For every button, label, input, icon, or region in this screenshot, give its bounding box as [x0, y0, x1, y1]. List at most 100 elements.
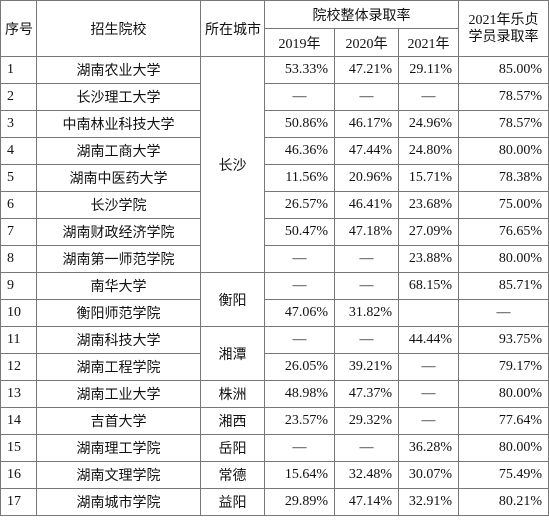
index-cell: 4: [0, 137, 37, 165]
rate-cell: 47.06%: [264, 299, 335, 327]
rate-cell: 29.11%: [397, 56, 460, 84]
table-header: 序号 招生院校 所在城市 院校整体录取率 2021年乐贞学员录取率 2019年 …: [0, 0, 549, 57]
table-row: 5 湖南中医药大学 11.56% 20.96% 15.71% 78.38%: [0, 164, 549, 192]
index-cell: 17: [0, 488, 37, 516]
school-cell: 南华大学: [36, 272, 201, 300]
header-cell: 2020年: [334, 28, 399, 57]
rate-cell: —: [334, 83, 399, 111]
header-cell: 院校整体录取率: [263, 0, 460, 29]
rate-cell: 80.00%: [458, 434, 549, 462]
rate-cell: 27.09%: [397, 218, 460, 246]
index-cell: 3: [0, 110, 37, 138]
school-cell: 长沙理工大学: [36, 83, 201, 111]
rate-cell: —: [397, 380, 460, 408]
rate-cell: 80.00%: [458, 245, 549, 273]
index-cell: 1: [0, 56, 37, 84]
header-cell: 所在城市: [200, 0, 265, 57]
table-row: 14 吉首大学 湘西 23.57% 29.32% —77.64%: [0, 407, 549, 435]
table-row: 10 衡阳师范学院 47.06% 31.82% —: [0, 299, 549, 327]
school-cell: 湖南工商大学: [36, 137, 201, 165]
school-cell: 湖南理工学院: [36, 434, 201, 462]
rate-cell: 46.36%: [264, 137, 335, 165]
rate-cell: —: [334, 245, 399, 273]
city-cell: 衡阳: [200, 272, 265, 327]
rate-cell: 93.75%: [458, 326, 549, 354]
rate-cell: 78.57%: [458, 83, 549, 111]
table-row: 12 湖南工程学院 26.05% 39.21% —79.17%: [0, 353, 549, 381]
rate-cell: 15.64%: [264, 461, 335, 489]
index-cell: 9: [0, 272, 37, 300]
rate-cell: —: [334, 272, 399, 300]
header-cell: 2021年: [397, 28, 460, 57]
rate-cell: 53.33%: [264, 56, 335, 84]
table-row: 16 湖南文理学院 常德 15.64% 32.48% 30.07% 75.49%: [0, 461, 549, 489]
rate-cell: —: [397, 407, 460, 435]
table-body: 1 湖南农业大学 长沙 53.33% 47.21% 29.11% 85.00% 2 长沙理工大学…: [0, 56, 549, 516]
rate-cell: 36.28%: [397, 434, 460, 462]
index-cell: 8: [0, 245, 37, 273]
rate-cell: 47.18%: [334, 218, 399, 246]
table-row: 15 湖南理工学院 岳阳 — —36.28% 80.00%: [0, 434, 549, 462]
rate-cell: 50.86%: [264, 110, 335, 138]
school-cell: 湖南工程学院: [36, 353, 201, 381]
table-row: 11 湖南科技大学 湘潭 — —44.44% 93.75%: [0, 326, 549, 381]
rate-cell: —: [334, 326, 399, 354]
city-cell: 益阳: [200, 488, 265, 516]
rate-cell: 29.32%: [334, 407, 399, 435]
school-cell: 湖南中医药大学: [36, 164, 201, 192]
rate-cell: 47.44%: [334, 137, 399, 165]
table-row: 17 湖南城市学院 益阳 29.89% 47.14% 32.91% 80.21%: [0, 488, 549, 516]
school-cell: 湖南科技大学: [36, 326, 201, 354]
rate-cell: 50.47%: [264, 218, 335, 246]
index-cell: 5: [0, 164, 37, 192]
rate-cell: —: [458, 299, 549, 327]
rate-cell: 44.44%: [397, 326, 460, 354]
school-cell: 长沙学院: [36, 191, 201, 219]
table-row: 2 长沙理工大学 — — —78.57%: [0, 83, 549, 111]
rate-cell: —: [264, 272, 335, 300]
school-cell: 湖南工业大学: [36, 380, 201, 408]
rate-cell: 20.96%: [334, 164, 399, 192]
table-row: 13 湖南工业大学 株洲 48.98% 47.37% —80.00%: [0, 380, 549, 408]
rate-cell: 39.21%: [334, 353, 399, 381]
rate-cell: 75.49%: [458, 461, 549, 489]
index-cell: 10: [0, 299, 37, 327]
table-row: 9 南华大学 衡阳 — —68.15% 85.71%: [0, 272, 549, 327]
rate-cell: 78.57%: [458, 110, 549, 138]
header-cell: 2021年乐贞学员录取率: [458, 0, 549, 57]
rate-cell: 85.00%: [458, 56, 549, 84]
city-cell: 湘潭: [200, 326, 265, 381]
rate-cell: 75.00%: [458, 191, 549, 219]
index-cell: 7: [0, 218, 37, 246]
rate-cell: 46.41%: [334, 191, 399, 219]
school-cell: 吉首大学: [36, 407, 201, 435]
rate-cell: 76.65%: [458, 218, 549, 246]
city-cell: 常德: [200, 461, 265, 489]
rate-cell: 47.37%: [334, 380, 399, 408]
rate-cell: —: [264, 245, 335, 273]
rate-cell: 23.68%: [397, 191, 460, 219]
header-cell: 序号: [0, 0, 37, 57]
rate-cell: 68.15%: [397, 272, 460, 300]
index-cell: 15: [0, 434, 37, 462]
rate-cell: 80.00%: [458, 137, 549, 165]
table-row: 7 湖南财政经济学院 50.47% 47.18% 27.09% 76.65%: [0, 218, 549, 246]
rate-cell: —: [397, 353, 460, 381]
index-cell: 11: [0, 326, 37, 354]
rate-cell: —: [264, 326, 335, 354]
school-cell: 湖南城市学院: [36, 488, 201, 516]
rate-cell: —: [334, 434, 399, 462]
index-cell: 2: [0, 83, 37, 111]
rate-cell: 26.05%: [264, 353, 335, 381]
rate-cell: 23.57%: [264, 407, 335, 435]
rate-cell: 80.21%: [458, 488, 549, 516]
rate-cell: 11.56%: [264, 164, 335, 192]
table-row: 8 湖南第一师范学院 — —23.88% 80.00%: [0, 245, 549, 273]
table-row: 6 长沙学院 26.57% 46.41% 23.68% 75.00%: [0, 191, 549, 219]
header-row: 序号 招生院校 所在城市 院校整体录取率 2021年乐贞学员录取率: [0, 0, 549, 57]
rate-cell: 48.98%: [264, 380, 335, 408]
rate-cell: 78.38%: [458, 164, 549, 192]
city-cell: 株洲: [200, 380, 265, 408]
rate-cell: 46.17%: [334, 110, 399, 138]
